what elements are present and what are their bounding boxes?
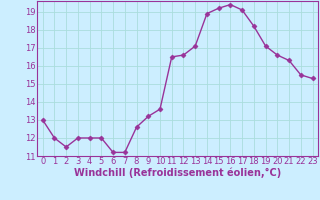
X-axis label: Windchill (Refroidissement éolien,°C): Windchill (Refroidissement éolien,°C) — [74, 168, 281, 178]
